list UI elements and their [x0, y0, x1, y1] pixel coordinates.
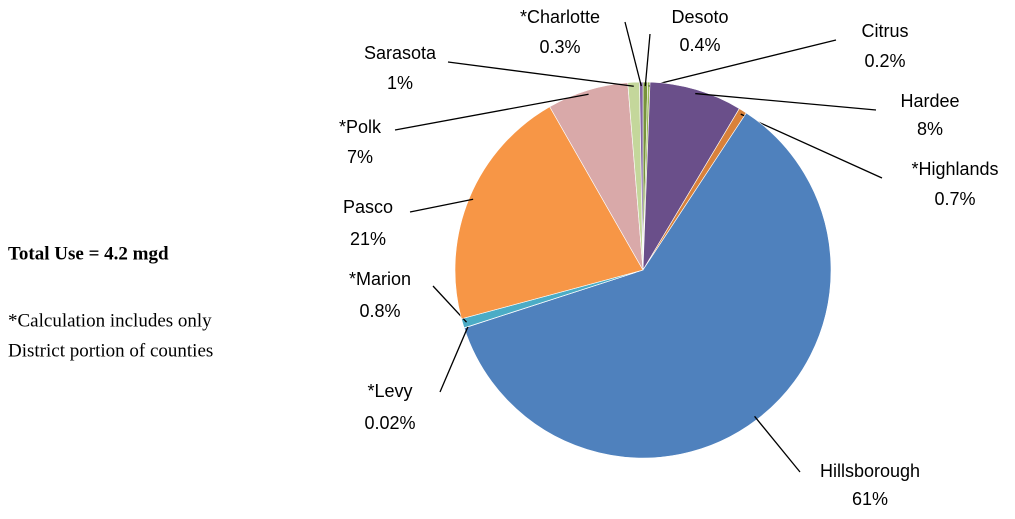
slice-label: *Polk — [339, 117, 382, 137]
slice-value: 0.3% — [539, 37, 580, 57]
slice-value: 21% — [350, 229, 386, 249]
slice-label: *Marion — [349, 269, 411, 289]
pie-slice — [642, 81, 740, 271]
slice-value: 7% — [347, 147, 373, 167]
leader-line — [695, 92, 877, 111]
note: *Calculation includes only — [8, 310, 212, 331]
leader-line — [754, 415, 801, 473]
slice-label: Sarasota — [364, 43, 437, 63]
slice-value: 0.8% — [359, 301, 400, 321]
slice-value: 61% — [852, 489, 888, 509]
slice-value: 0.7% — [934, 189, 975, 209]
slice-label: Desoto — [671, 7, 728, 27]
slice-value: 0.4% — [679, 35, 720, 55]
slice-value: 0.2% — [864, 51, 905, 71]
slice-label: Hardee — [900, 91, 959, 111]
pie-slice — [639, 81, 644, 271]
slice-label: *Highlands — [911, 159, 998, 179]
slice-value: 1% — [387, 73, 413, 93]
leader-line — [394, 93, 589, 131]
slice-label: Citrus — [861, 21, 908, 41]
slice-label: Hillsborough — [820, 461, 920, 481]
slice-label: *Charlotte — [520, 7, 600, 27]
slice-label: Pasco — [343, 197, 393, 217]
pie-slice — [454, 106, 644, 320]
total-use: Total Use = 4.2 mgd — [8, 243, 169, 264]
slice-label: *Levy — [367, 381, 412, 401]
slice-value: 8% — [917, 119, 943, 139]
slice-value: 0.02% — [364, 413, 415, 433]
leader-line — [644, 33, 651, 87]
leader-line — [624, 21, 642, 87]
leader-line — [648, 39, 837, 87]
leader-line — [740, 113, 883, 179]
leader-line — [409, 198, 474, 213]
leader-line — [447, 61, 634, 87]
note: District portion of counties — [8, 340, 213, 361]
leader-line — [439, 326, 469, 393]
